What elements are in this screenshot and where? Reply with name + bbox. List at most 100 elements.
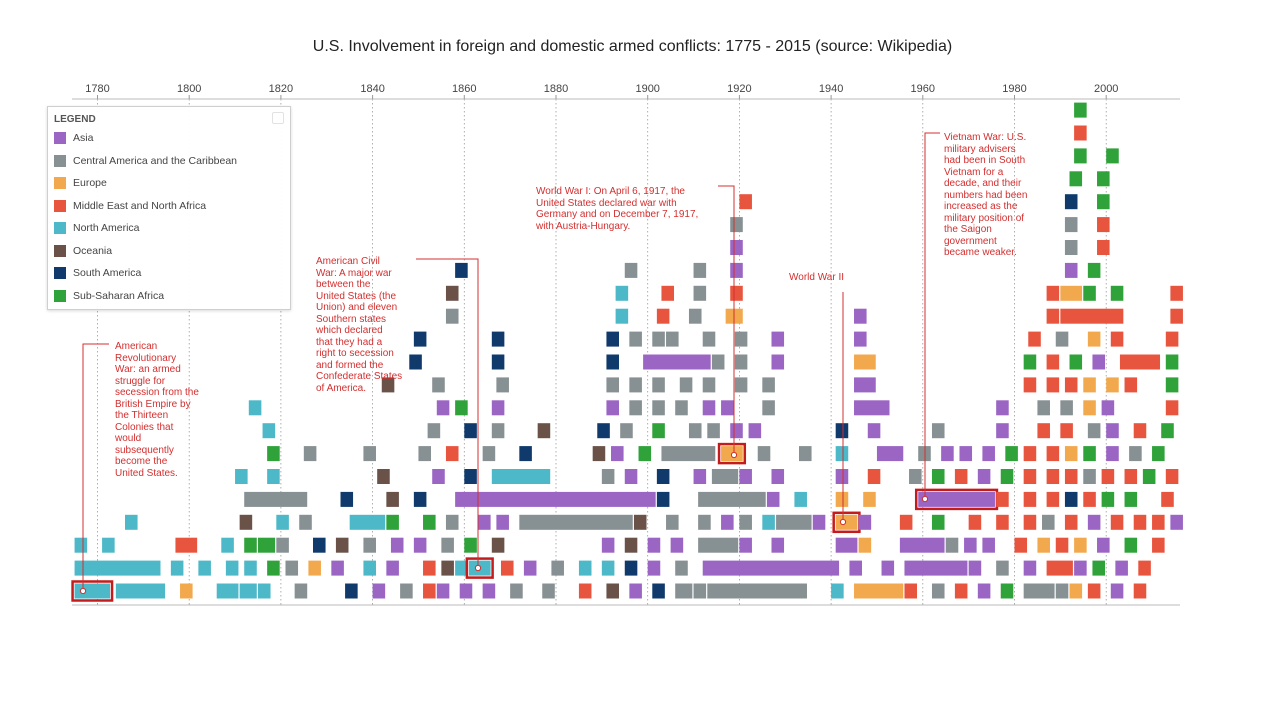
conflict-bar[interactable]: Europe	[835, 514, 858, 530]
conflict-bar[interactable]: North America	[349, 514, 386, 530]
conflict-bar[interactable]: Central America and the Caribbean	[675, 583, 693, 599]
conflict-bar[interactable]: Central America and the Caribbean	[762, 400, 775, 416]
conflict-bar[interactable]: South America	[491, 354, 505, 370]
conflict-bar[interactable]: Middle East and North Africa	[996, 491, 1009, 507]
conflict-bar[interactable]: Asia	[748, 423, 762, 439]
conflict-bar[interactable]: South America	[455, 262, 468, 278]
conflict-bar[interactable]: South America	[656, 491, 670, 507]
conflict-bar[interactable]: Oceania	[441, 560, 454, 576]
conflict-bar[interactable]: North America	[170, 560, 184, 576]
conflict-bar[interactable]: Asia	[455, 491, 656, 507]
conflict-bar[interactable]: South America	[1064, 491, 1078, 507]
conflict-bar[interactable]: South America	[652, 583, 665, 599]
conflict-bar[interactable]: Asia	[771, 331, 785, 347]
conflict-bar[interactable]: Asia	[601, 537, 615, 553]
conflict-bar[interactable]: Asia	[982, 446, 995, 462]
conflict-bar[interactable]: Middle East and North Africa	[1014, 537, 1028, 553]
conflict-bar[interactable]: Middle East and North Africa	[1124, 469, 1138, 484]
conflict-bar[interactable]: Middle East and North Africa	[1046, 469, 1060, 484]
conflict-bar[interactable]: Asia	[730, 240, 743, 255]
conflict-bar[interactable]: Middle East and North Africa	[867, 469, 881, 484]
conflict-bar[interactable]: Central America and the Caribbean	[652, 377, 665, 393]
conflict-bar[interactable]: Asia	[702, 400, 716, 416]
conflict-bar[interactable]: North America	[491, 469, 551, 484]
conflict-bar[interactable]: Central America and the Caribbean	[799, 446, 812, 462]
conflict-bar[interactable]: Middle East and North Africa	[661, 285, 675, 301]
conflict-bar[interactable]: Asia	[854, 400, 890, 416]
conflict-bar[interactable]: Asia	[1110, 583, 1124, 599]
conflict-bar[interactable]: Middle East and North Africa	[904, 583, 918, 599]
conflict-bar[interactable]: Middle East and North Africa	[1110, 331, 1124, 347]
conflict-bar[interactable]: Central America and the Caribbean	[432, 377, 445, 393]
conflict-bar[interactable]: Asia	[964, 537, 977, 553]
conflict-bar[interactable]: Asia	[721, 400, 734, 416]
conflict-bar[interactable]: Asia	[693, 469, 707, 484]
conflict-bar[interactable]: Middle East and North Africa	[1133, 514, 1147, 530]
legend-item[interactable]: South America	[54, 264, 141, 282]
conflict-bar[interactable]: Asia	[611, 446, 624, 462]
conflict-bar[interactable]: Europe	[1087, 331, 1101, 347]
conflict-bar[interactable]: Middle East and North Africa	[1046, 354, 1060, 370]
conflict-bar[interactable]: Asia	[721, 514, 734, 530]
conflict-bar[interactable]: Oceania	[624, 537, 638, 553]
conflict-bar[interactable]: Oceania	[491, 537, 505, 553]
conflict-bar[interactable]: South America	[597, 423, 610, 439]
conflict-bar[interactable]: Sub-Saharan Africa	[267, 446, 280, 462]
conflict-bar[interactable]: Central America and the Caribbean	[945, 537, 959, 553]
conflict-bar[interactable]: Middle East and North Africa	[1165, 469, 1179, 484]
conflict-bar[interactable]: Sub-Saharan Africa	[1152, 446, 1165, 462]
conflict-bar[interactable]: Oceania	[381, 377, 395, 393]
conflict-bar[interactable]: North America	[601, 560, 615, 576]
conflict-bar[interactable]: Asia	[413, 537, 427, 553]
conflict-bar[interactable]: Central America and the Caribbean	[1060, 400, 1073, 416]
conflict-bar[interactable]: Sub-Saharan Africa	[423, 514, 436, 530]
conflict-bar[interactable]: North America	[257, 583, 271, 599]
conflict-bar[interactable]: Middle East and North Africa	[1161, 491, 1174, 507]
conflict-bar[interactable]: Europe	[854, 354, 876, 370]
conflict-bar[interactable]: Middle East and North Africa	[1110, 514, 1124, 530]
conflict-bar[interactable]: Central America and the Caribbean	[606, 377, 619, 393]
conflict-bar[interactable]: Central America and the Caribbean	[734, 377, 748, 393]
conflict-bar[interactable]: Sub-Saharan Africa	[1023, 354, 1037, 370]
conflict-bar[interactable]: Asia	[835, 537, 858, 553]
conflict-bar[interactable]: Asia	[918, 491, 995, 507]
conflict-bar[interactable]: Asia	[771, 469, 785, 484]
conflict-bar[interactable]: Middle East and North Africa	[954, 583, 968, 599]
conflict-bar[interactable]: Central America and the Caribbean	[491, 423, 505, 439]
conflict-bar[interactable]: Central America and the Caribbean	[666, 331, 679, 347]
conflict-bar[interactable]: Oceania	[592, 446, 606, 462]
conflict-bar[interactable]: Middle East and North Africa	[423, 560, 436, 576]
conflict-bar[interactable]: Central America and the Caribbean	[707, 583, 807, 599]
conflict-bar[interactable]: South America	[624, 560, 638, 576]
conflict-bar[interactable]: Central America and the Caribbean	[909, 469, 922, 484]
conflict-bar[interactable]: Middle East and North Africa	[954, 469, 968, 484]
conflict-bar[interactable]: Sub-Saharan Africa	[1074, 148, 1087, 164]
conflict-bar[interactable]: Central America and the Caribbean	[688, 423, 702, 439]
conflict-bar[interactable]: Asia	[771, 354, 785, 370]
conflict-bar[interactable]: South America	[519, 446, 532, 462]
conflict-bar[interactable]: Central America and the Caribbean	[734, 354, 748, 370]
conflict-bar[interactable]: Central America and the Caribbean	[702, 377, 716, 393]
conflict-bar[interactable]: Asia	[436, 400, 450, 416]
conflict-bar[interactable]: North America	[225, 560, 239, 576]
conflict-bar[interactable]: Europe	[180, 583, 193, 599]
conflict-bar[interactable]: Asia	[1064, 262, 1078, 278]
conflict-bar[interactable]: Sub-Saharan Africa	[931, 469, 945, 484]
conflict-bar[interactable]: Asia	[739, 537, 752, 553]
conflict-bar[interactable]: Central America and the Caribbean	[1055, 583, 1069, 599]
conflict-bar[interactable]: Central America and the Caribbean	[730, 217, 743, 233]
conflict-bar[interactable]: Asia	[854, 308, 867, 324]
conflict-bar[interactable]: Asia	[854, 331, 867, 347]
conflict-bar[interactable]: Sub-Saharan Africa	[1106, 148, 1119, 164]
conflict-bar[interactable]: Middle East and North Africa	[730, 285, 743, 301]
conflict-bar[interactable]: South America	[340, 491, 354, 507]
conflict-bar[interactable]: Middle East and North Africa	[500, 560, 514, 576]
conflict-bar[interactable]: Middle East and North Africa	[1152, 514, 1165, 530]
conflict-bar[interactable]: Asia	[390, 537, 404, 553]
conflict-bar[interactable]: Central America and the Caribbean	[776, 514, 812, 530]
conflict-bar[interactable]: Central America and the Caribbean	[427, 423, 441, 439]
conflict-bar[interactable]: Central America and the Caribbean	[441, 537, 454, 553]
conflict-bar[interactable]: Asia	[702, 560, 840, 576]
conflict-bar[interactable]: Europe	[308, 560, 321, 576]
conflict-bar[interactable]: Asia	[968, 560, 982, 576]
